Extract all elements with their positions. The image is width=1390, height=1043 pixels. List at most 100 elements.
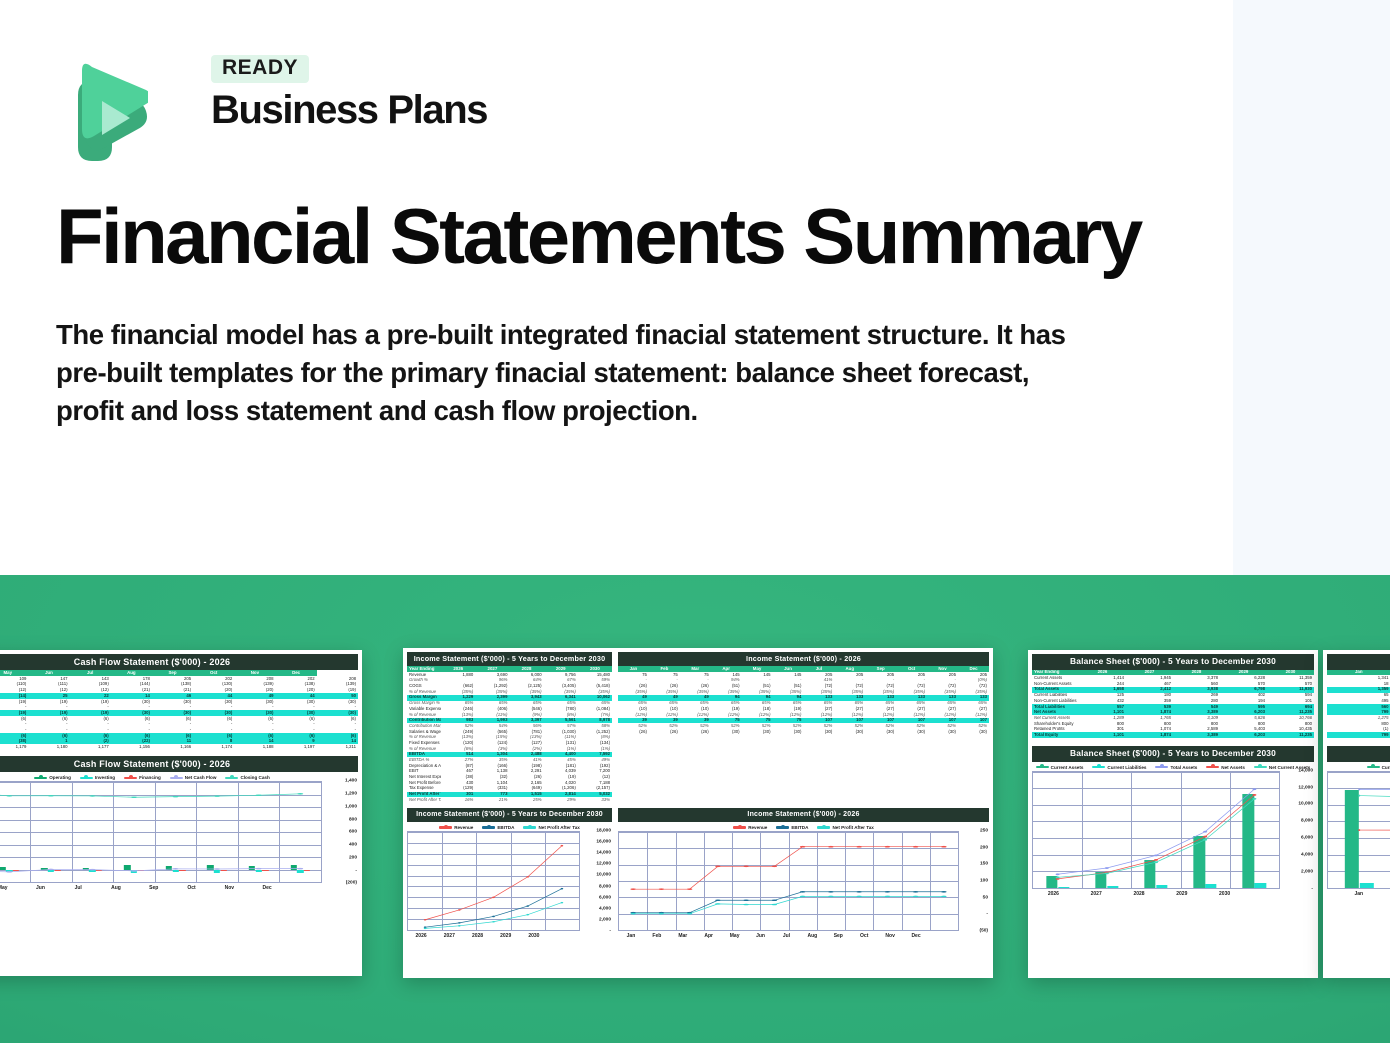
table-cell: 1,658 <box>1079 686 1126 693</box>
series-point <box>423 918 427 921</box>
column-header: 2027 <box>475 666 510 673</box>
table-row: Total Assets 1,658 2,412 3,938 6,798 11,930 <box>1032 686 1314 693</box>
legend-item: Revenue <box>733 824 767 830</box>
legend-item: Net Assets <box>1206 764 1245 770</box>
table-cell: 54% <box>498 723 508 728</box>
table-row: Non-Current Liabilities 432 359 280 194 101 <box>1032 698 1314 704</box>
row-label: Growth % <box>409 677 428 683</box>
table-cell: (12%) <box>944 711 956 717</box>
table-cell: 5,826 <box>1254 715 1265 720</box>
table-cell: (26) <box>701 728 709 734</box>
table-cell: (2%) <box>532 746 542 751</box>
series-point <box>89 795 96 798</box>
table-row: % of Revenue (6%) (3%) (2%) (1%) (1%) <box>407 746 612 752</box>
series-overlay <box>0 793 304 874</box>
series-overlay <box>423 844 564 930</box>
table-cell: (6) <box>185 715 192 721</box>
table-cell: (27) <box>948 706 956 711</box>
table-cell: (6) <box>350 715 356 721</box>
table-cell: - <box>230 721 233 727</box>
legend-label: Net Profit After Tax <box>538 824 580 830</box>
balance-sheet: Balance Sheet ($'000) - 5 Years to Decem… <box>1032 654 1314 974</box>
table-cell: (6) <box>268 715 274 721</box>
x-axis-tick: 2026 <box>1047 890 1059 897</box>
column-header: 2030 <box>1267 669 1314 676</box>
table-cell: 33% <box>601 797 610 802</box>
table-cell: (12%) <box>759 711 771 717</box>
row-label: % of Revenue <box>409 711 436 717</box>
table-cell: 1,197 <box>303 744 315 749</box>
y-axis-tick: 14,000 <box>1298 768 1313 774</box>
table-cell: 14 <box>234 738 276 745</box>
table-cell: (134) <box>599 740 610 745</box>
table-cell: (35%) <box>530 689 542 694</box>
series-point <box>1203 835 1208 838</box>
y-axis-tick: - <box>1311 886 1313 892</box>
bar <box>207 865 214 870</box>
legend-label: Financing <box>139 775 161 781</box>
table-cell: 1,880 <box>462 672 474 677</box>
screenshot-panel-balance-monthly[interactable]: JanFeb1,3411,32318361,3591,3596572495489… <box>1323 650 1390 978</box>
table-row: Fixed Expenses (120) (124) (127) (131) (134) <box>407 740 612 746</box>
legend-item: EBITDA <box>776 824 808 830</box>
y-axis-tick: 6,000 <box>1300 835 1313 841</box>
table-row: (3)(12)(12)(12)(21)(21)(20)(20)(20)(19) <box>0 688 358 694</box>
column-header: 2026 <box>441 666 476 673</box>
table-cell: (192) <box>599 763 610 768</box>
table-cell: - <box>354 727 356 732</box>
legend-item: Current Liabilities <box>1092 764 1147 770</box>
table-cell: (144) <box>139 681 150 687</box>
table-cell: (51) <box>793 683 802 689</box>
table-cell: - <box>272 721 274 727</box>
y-axis-tick: - <box>986 911 988 917</box>
table-cell: (20) <box>224 687 233 693</box>
table-cell: (6) <box>62 715 68 721</box>
table-cell: (546) <box>531 706 542 711</box>
screenshot-panel-income[interactable]: Income Statement ($'000) - 5 Years to De… <box>403 648 993 978</box>
series-point <box>1104 872 1109 874</box>
series-point <box>828 895 834 898</box>
table-row: (35%) (35%) (35%) (35%) (35%) (35%) (35%) (35%)… <box>618 689 989 695</box>
series-overlay <box>630 845 947 915</box>
table-cell: (35%) <box>851 689 864 694</box>
table-row: Net Assets 1,101 1,874 3,389 6,203 11,235 <box>1032 709 1314 716</box>
table-cell: 799 <box>1327 732 1390 739</box>
y-axis-tick: 200 <box>979 845 988 851</box>
balance-monthly-table: JanFeb1,3411,32318361,3591,3596572495489… <box>1327 669 1390 739</box>
table-cell: (18) <box>762 706 771 711</box>
table-cell: (30) <box>234 710 276 716</box>
table-cell: (12%) <box>635 711 647 717</box>
bar <box>124 865 131 870</box>
table-cell: 143 <box>101 676 109 681</box>
table-cell: - <box>189 727 192 732</box>
table-row: 799798 <box>1327 732 1390 739</box>
table-cell: 10,766 <box>1298 715 1312 720</box>
screenshot-panel-cashflow[interactable]: Cash Flow Statement ($'000) - 2026 AprMa… <box>0 650 362 976</box>
table-cell: (12%) <box>975 711 987 717</box>
cashflow-table-title: Cash Flow Statement ($'000) - 2026 <box>0 654 358 671</box>
table-cell: 8,978 <box>577 717 612 724</box>
row-label: % of Revenue <box>409 734 436 740</box>
series-point <box>884 845 891 848</box>
table-cell: 205 <box>183 676 192 681</box>
table-cell: 10,435 <box>1298 726 1312 732</box>
bar <box>137 869 144 871</box>
table-row: EBITDA 514 1,304 2,488 4,400 7,592 <box>407 751 612 758</box>
table-cell: - <box>24 704 27 710</box>
screenshot-panel-balance-sheet[interactable]: Balance Sheet ($'000) - 5 Years to Decem… <box>1028 650 1318 978</box>
series-point <box>941 845 947 848</box>
table-cell: 52% <box>700 723 709 728</box>
legend-swatch <box>34 775 48 780</box>
table-cell: (21) <box>183 687 192 693</box>
balance-sheet-table: Year Ending 2026 2027 2028 2029 2030 Current A… <box>1032 669 1314 739</box>
table-cell: (12%) <box>728 711 740 717</box>
row-label: Net Assets <box>1032 709 1079 716</box>
table-cell: (131) <box>565 740 576 745</box>
table-cell: (87) <box>465 763 474 768</box>
legend-label: EBITDA <box>497 824 515 830</box>
legend-label: Current Liabilities <box>1107 764 1147 770</box>
table-row: ---------- <box>0 727 358 733</box>
table-cell: - <box>189 704 192 710</box>
table-cell: 800 <box>1257 720 1265 726</box>
